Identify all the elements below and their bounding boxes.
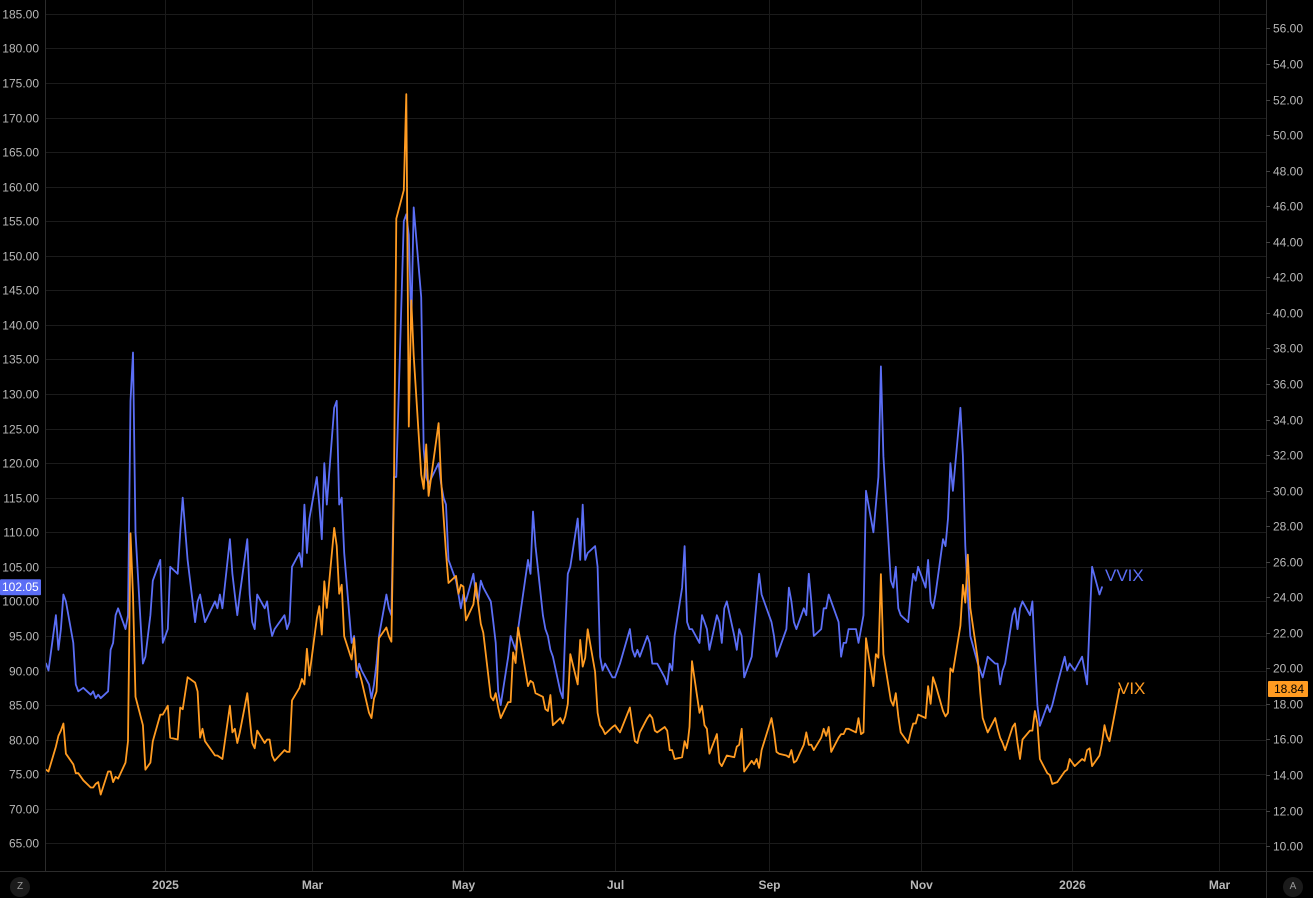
right-tick-label: 38.00 (1273, 342, 1303, 356)
right-tick-label: 48.00 (1273, 165, 1303, 179)
left-tick-label: 160.00 (2, 181, 39, 195)
left-price-axis[interactable]: 65.00 70.00 75.00 80.00 85.00 90.00 95.00 100.0… (0, 8, 41, 851)
right-tick-label: 20.00 (1273, 662, 1303, 676)
time-tick-label: May (452, 878, 476, 892)
right-tick-label: 34.00 (1273, 414, 1303, 428)
left-tick-label: 175.00 (2, 77, 39, 91)
left-tick-label: 180.00 (2, 42, 39, 56)
vvix-line[interactable] (45, 206, 1103, 727)
left-tick-label: 115.00 (3, 492, 39, 506)
right-tick-label: 54.00 (1273, 58, 1303, 72)
left-tick-label: 100.00 (2, 595, 39, 609)
right-tick-label: 18.00 (1273, 698, 1303, 712)
vvix-last-value-text: 102.05 (2, 580, 39, 594)
right-tick-label: 30.00 (1273, 485, 1303, 499)
left-tick-label: 185.00 (2, 8, 39, 22)
grid-lines (46, 0, 1266, 871)
right-tick-label: 32.00 (1273, 449, 1303, 463)
left-tick-label: 120.00 (2, 457, 39, 471)
left-tick-label: 80.00 (9, 734, 39, 748)
time-tick-label: 2025 (152, 878, 179, 892)
right-tick-label: 24.00 (1273, 591, 1303, 605)
right-tick-label: 14.00 (1273, 769, 1303, 783)
vix-series-label: VIX (1118, 679, 1145, 698)
right-tick-label: 40.00 (1273, 307, 1303, 321)
left-tick-label: 125.00 (2, 423, 39, 437)
left-tick-label: 65.00 (9, 837, 39, 851)
series-labels: VVIX VIX (1105, 566, 1145, 698)
left-tick-label: 85.00 (9, 699, 39, 713)
right-tick-label: 12.00 (1273, 805, 1303, 819)
time-tick-label: Jul (607, 878, 624, 892)
vvix-series-label: VVIX (1105, 566, 1144, 585)
time-tick-label: Sep (758, 878, 780, 892)
left-tick-label: 75.00 (9, 768, 39, 782)
left-tick-label: 145.00 (2, 284, 39, 298)
left-tick-label: 155.00 (2, 215, 39, 229)
time-tick-label: Mar (302, 878, 324, 892)
left-tick-label: 150.00 (2, 250, 39, 264)
vix-line[interactable] (45, 93, 1121, 796)
left-tick-label: 170.00 (2, 112, 39, 126)
left-tick-label: 105.00 (2, 561, 39, 575)
right-tick-label: 52.00 (1273, 94, 1303, 108)
right-tick-label: 50.00 (1273, 129, 1303, 143)
left-tick-label: 135.00 (2, 353, 39, 367)
right-tick-label: 56.00 (1273, 22, 1303, 36)
left-tick-label: 140.00 (2, 319, 39, 333)
right-price-axis[interactable]: 10.00 12.00 14.00 16.00 18.00 20.00 22.00 24.00… (1266, 22, 1308, 854)
right-tick-label: 10.00 (1273, 840, 1303, 854)
right-tick-label: 22.00 (1273, 627, 1303, 641)
auto-scale-left-button[interactable]: Z (10, 877, 30, 897)
right-tick-label: 44.00 (1273, 236, 1303, 250)
time-tick-label: 2026 (1059, 878, 1086, 892)
right-tick-label: 16.00 (1273, 733, 1303, 747)
time-tick-label: Nov (910, 878, 933, 892)
vvix-last-value-badge (0, 579, 41, 596)
right-tick-label: 42.00 (1273, 271, 1303, 285)
vix-last-value-badge (1268, 680, 1308, 697)
left-tick-label: 90.00 (9, 665, 39, 679)
right-tick-label: 36.00 (1273, 378, 1303, 392)
vix-last-value-text: 18.84 (1274, 682, 1304, 696)
left-tick-label: 110.00 (3, 526, 39, 540)
left-tick-label: 165.00 (2, 146, 39, 160)
left-tick-label: 130.00 (2, 388, 39, 402)
left-tick-label: 70.00 (9, 803, 39, 817)
auto-scale-right-button[interactable]: A (1283, 877, 1303, 897)
right-tick-label: 26.00 (1273, 556, 1303, 570)
plot-area[interactable] (45, 93, 1121, 796)
right-tick-label: 46.00 (1273, 200, 1303, 214)
right-tick-label: 28.00 (1273, 520, 1303, 534)
left-tick-label: 95.00 (9, 630, 39, 644)
time-tick-label: Mar (1209, 878, 1231, 892)
time-axis[interactable]: 2025 Mar May Jul Sep Nov 2026 Mar (152, 878, 1230, 892)
